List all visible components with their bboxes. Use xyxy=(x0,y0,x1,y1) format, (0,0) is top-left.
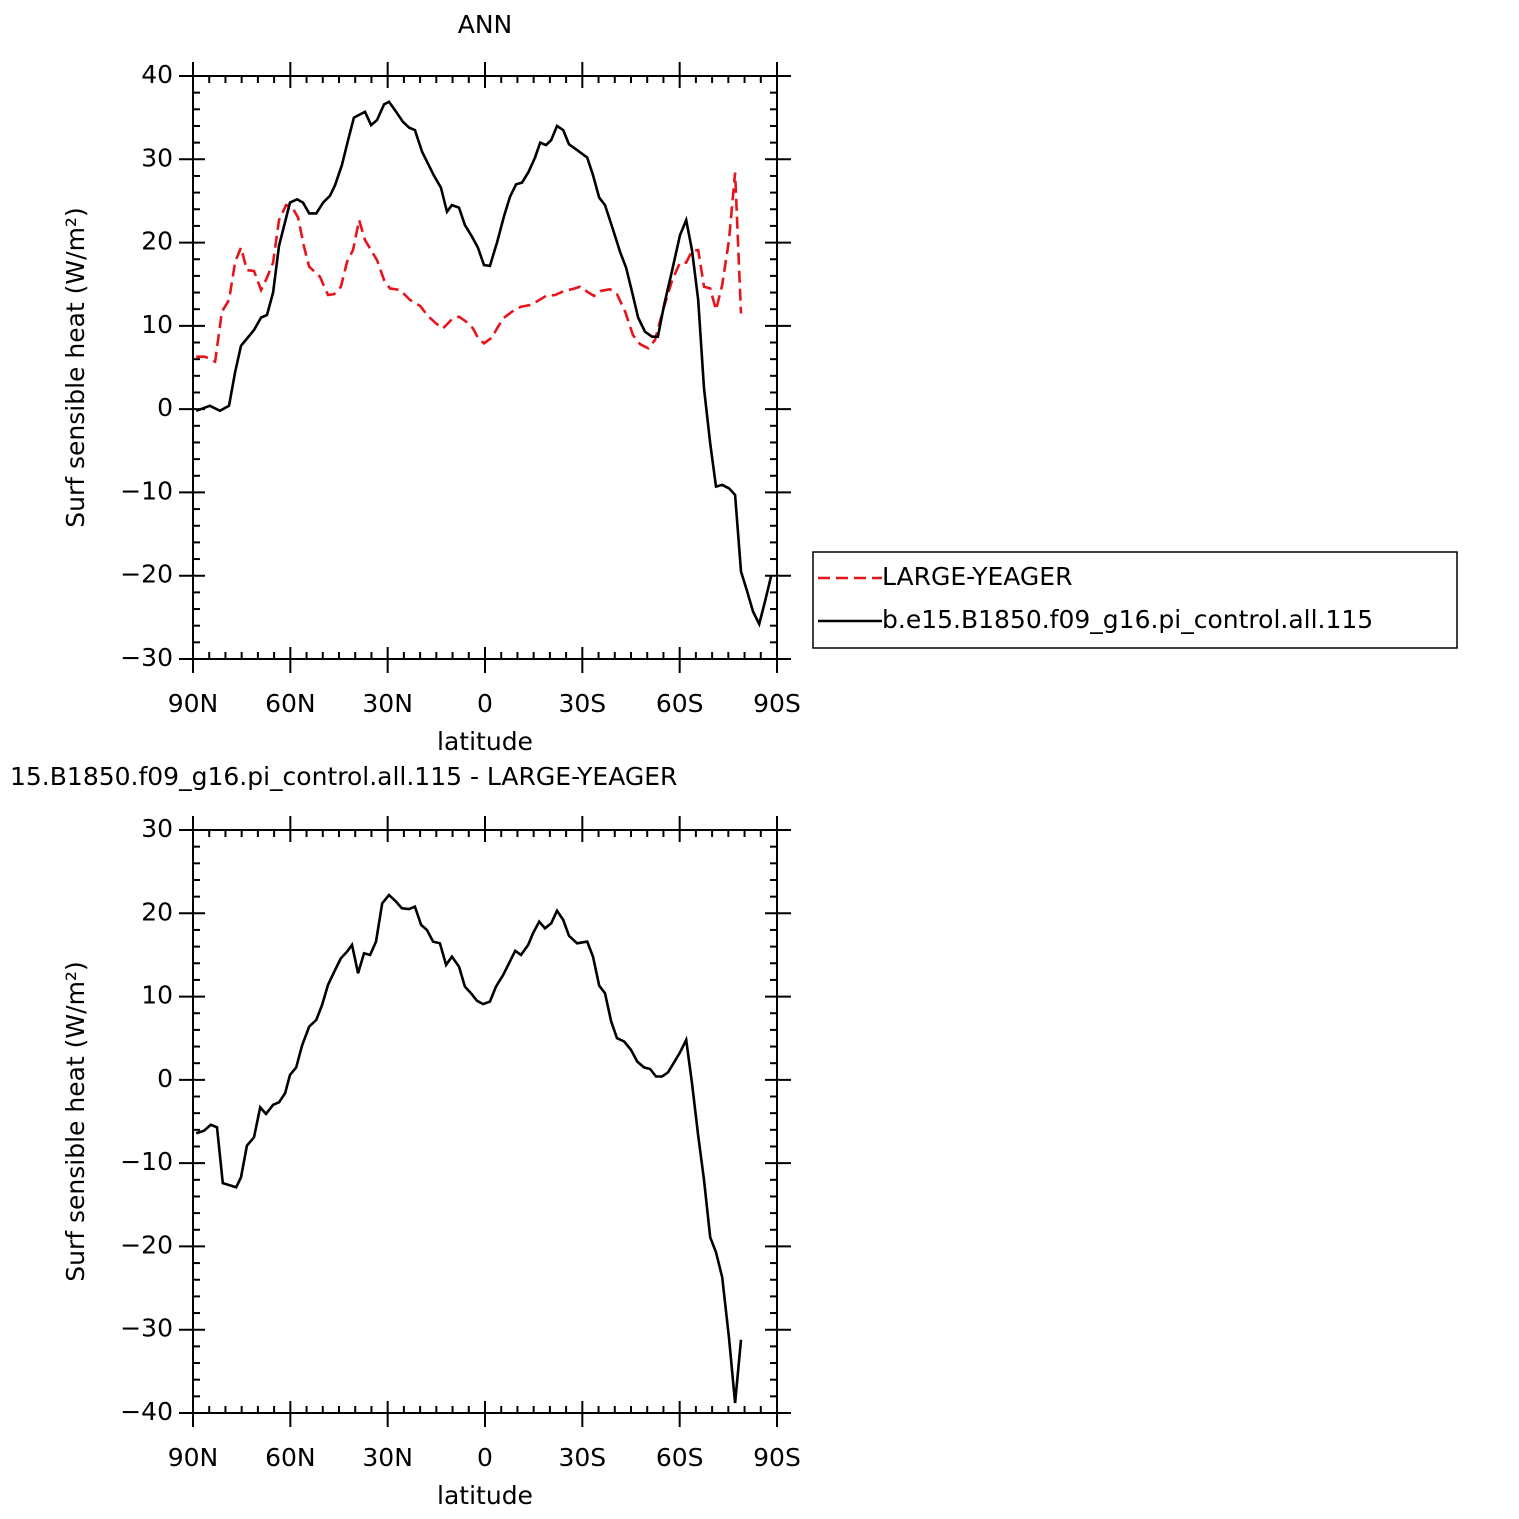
y-tick-label: 0 xyxy=(157,1064,173,1093)
plot-frame xyxy=(192,829,778,1414)
x-tick-label: 60N xyxy=(265,689,316,718)
y-tick-label: −30 xyxy=(120,643,173,672)
chart-title: 15.B1850.f09_g16.pi_control.all.115 - LA… xyxy=(10,762,677,791)
x-tick-label: 0 xyxy=(477,689,493,718)
y-tick-label: 30 xyxy=(141,814,173,843)
x-tick-label: 60S xyxy=(656,689,704,718)
y-tick-label: −30 xyxy=(120,1314,173,1343)
y-tick-label: −20 xyxy=(120,560,173,589)
y-axis-label: Surf sensible heat (W/m²) xyxy=(61,961,90,1281)
x-tick-label: 60S xyxy=(656,1443,704,1472)
y-tick-label: 10 xyxy=(141,981,173,1010)
x-tick-label: 0 xyxy=(477,1443,493,1472)
x-axis-label: latitude xyxy=(437,1481,533,1510)
x-tick-label: 60N xyxy=(265,1443,316,1472)
x-tick-label: 90N xyxy=(168,1443,219,1472)
y-tick-label: −10 xyxy=(120,476,173,505)
chart-title: ANN xyxy=(458,10,513,39)
x-tick-label: 30N xyxy=(362,689,413,718)
y-tick-label: 20 xyxy=(141,897,173,926)
y-tick-label: 30 xyxy=(141,143,173,172)
data-line xyxy=(195,893,743,1404)
x-tick-label: 30N xyxy=(362,1443,413,1472)
y-axis-label: Surf sensible heat (W/m²) xyxy=(61,207,90,527)
x-tick-label: 90S xyxy=(753,689,801,718)
y-tick-label: 40 xyxy=(141,60,173,89)
y-tick-label: −40 xyxy=(120,1397,173,1426)
y-tick-label: 10 xyxy=(141,310,173,339)
legend-label: b.e15.B1850.f09_g16.pi_control.all.115 xyxy=(882,605,1373,634)
legend-label: LARGE-YEAGER xyxy=(882,562,1072,591)
y-tick-label: 0 xyxy=(157,393,173,422)
y-tick-label: −10 xyxy=(120,1147,173,1176)
x-axis-label: latitude xyxy=(437,727,533,756)
x-tick-label: 90S xyxy=(753,1443,801,1472)
x-tick-label: 30S xyxy=(558,1443,606,1472)
y-tick-label: 20 xyxy=(141,227,173,256)
legend-box xyxy=(812,551,1458,649)
y-tick-label: −20 xyxy=(120,1230,173,1259)
plot-frame xyxy=(192,75,778,660)
x-tick-label: 30S xyxy=(558,689,606,718)
data-line xyxy=(195,100,773,628)
x-tick-label: 90N xyxy=(168,689,219,718)
